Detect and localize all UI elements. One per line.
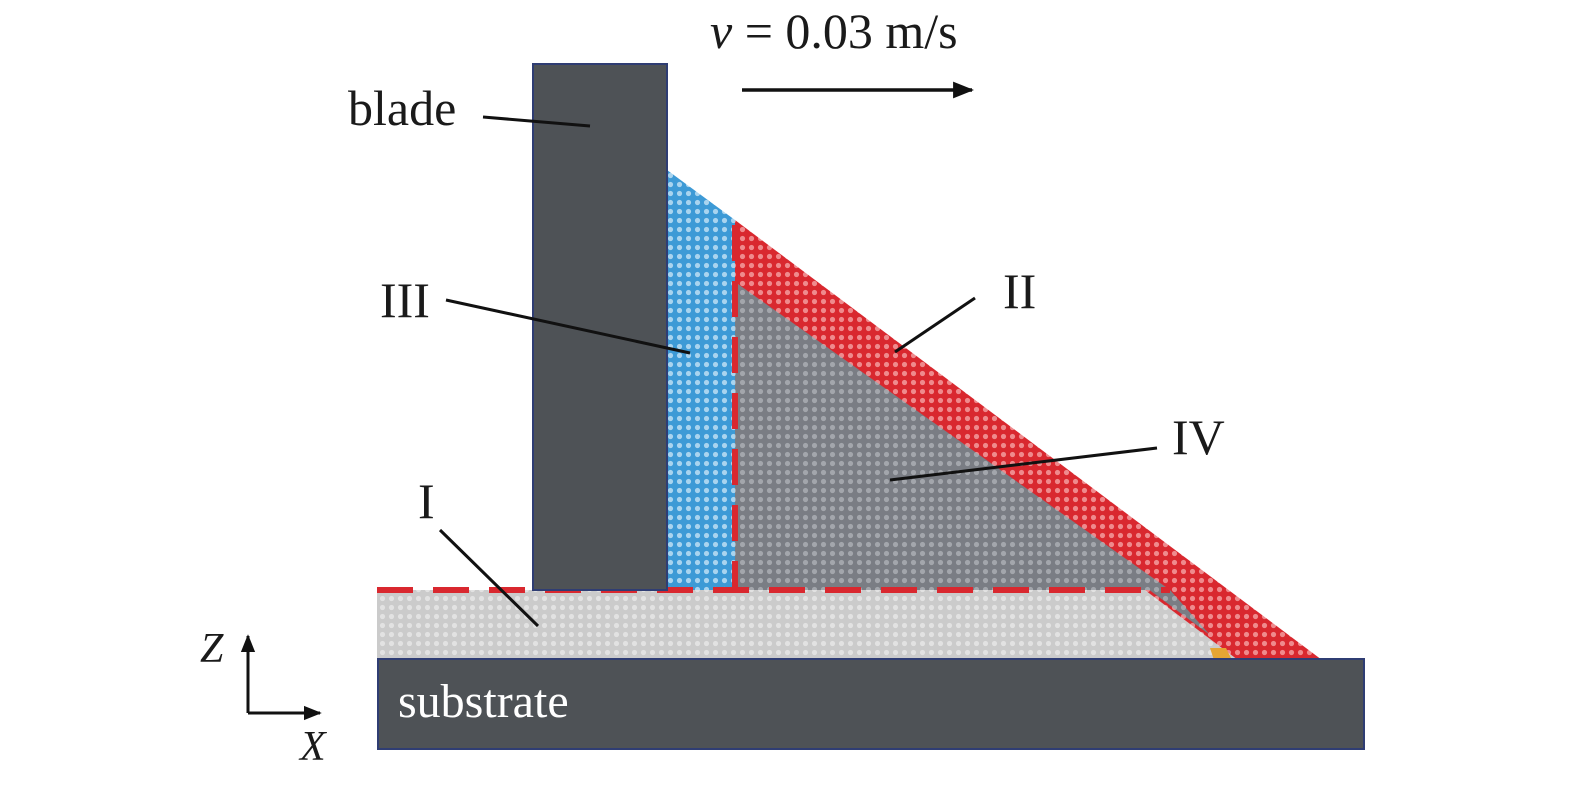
region-4-core-fill xyxy=(735,282,1170,590)
region-1-leader xyxy=(438,528,540,628)
toe-tip xyxy=(1210,648,1232,660)
velocity-value: = 0.03 m/s xyxy=(732,3,957,59)
region-4-leader xyxy=(889,446,1158,482)
region-4-label: IV xyxy=(1172,409,1225,465)
region-2-band xyxy=(735,220,1322,660)
substrate xyxy=(377,658,1365,750)
blade xyxy=(532,63,668,591)
region-2-leader xyxy=(894,296,976,354)
region-3-leader xyxy=(445,298,691,355)
velocity-label: v = 0.03 m/s xyxy=(710,3,958,59)
x-axis-label: X xyxy=(298,724,328,770)
velocity-symbol: v xyxy=(710,3,733,59)
substrate-label: substrate xyxy=(398,675,569,728)
blade-label: blade xyxy=(348,80,456,136)
region-1-layer xyxy=(377,590,1238,660)
region-1-label: I xyxy=(418,473,435,529)
region-3-zone xyxy=(667,170,735,590)
region-2-label: II xyxy=(1003,263,1036,319)
region-3-label: III xyxy=(380,272,430,328)
z-axis-label: Z xyxy=(200,626,224,672)
blade-leader xyxy=(482,115,591,128)
